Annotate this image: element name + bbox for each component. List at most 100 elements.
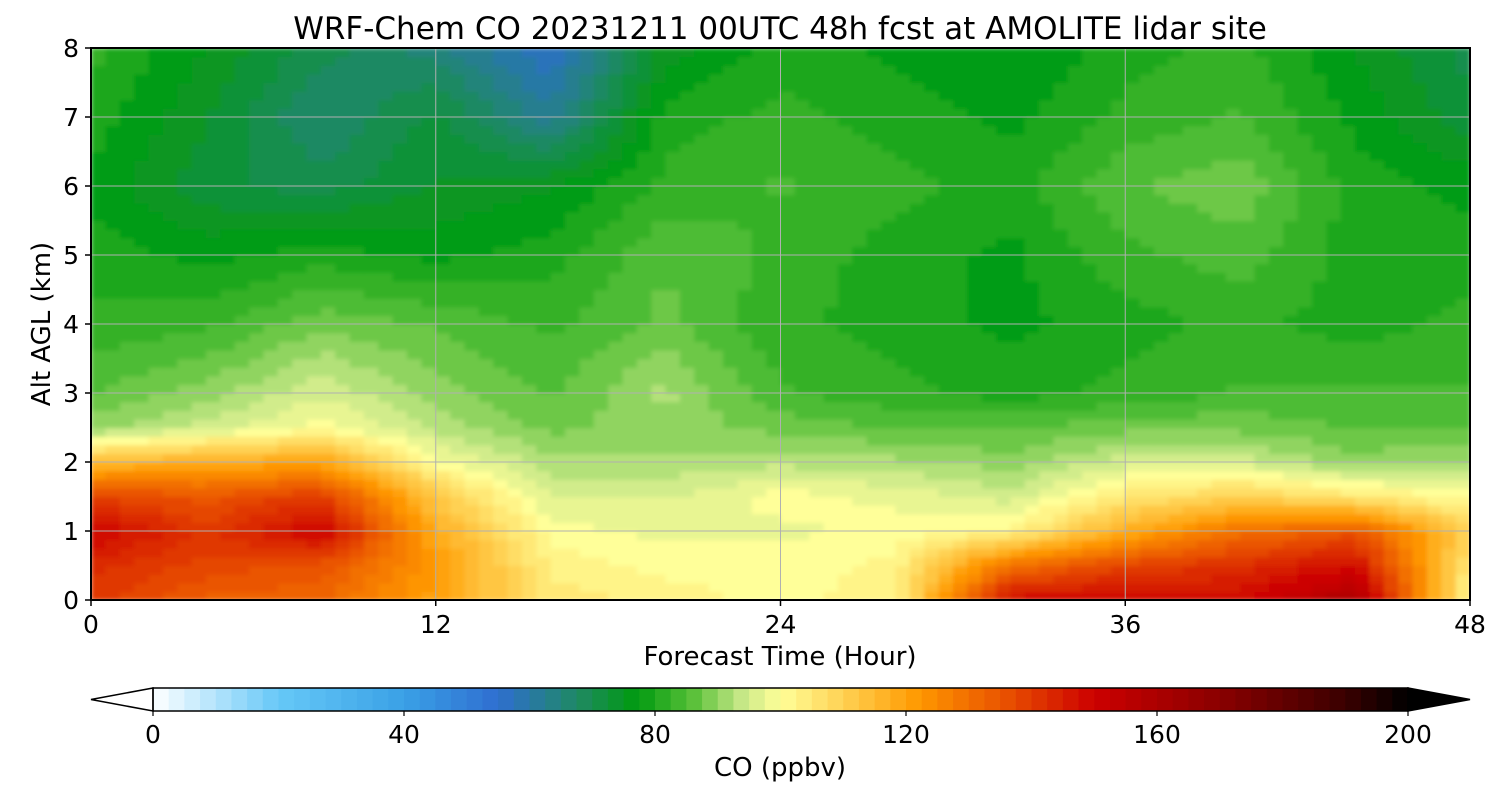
heatmap-cell (1197, 151, 1213, 161)
heatmap-cell (895, 444, 911, 454)
heatmap-cell (579, 255, 595, 265)
heatmap-cell (119, 444, 135, 454)
heatmap-cell (723, 332, 738, 342)
heatmap-cell (636, 531, 652, 541)
heatmap-cell (1197, 591, 1213, 600)
heatmap-cell (277, 168, 293, 178)
heatmap-cell (363, 186, 379, 196)
heatmap-cell (809, 591, 825, 600)
heatmap-cell (162, 513, 178, 523)
heatmap-cell (1326, 220, 1342, 230)
heatmap-cell (521, 505, 537, 515)
heatmap-cell (1441, 496, 1457, 506)
heatmap-cell (665, 151, 681, 161)
heatmap-cell (1053, 341, 1069, 351)
heatmap-cell (1024, 324, 1040, 334)
heatmap-cell (1197, 539, 1213, 549)
heatmap-cell (981, 168, 997, 178)
heatmap-cell (1182, 574, 1198, 584)
heatmap-cell (1340, 358, 1356, 368)
heatmap-cell (1153, 220, 1169, 230)
heatmap-cell (579, 324, 595, 334)
heatmap-cell (478, 565, 494, 575)
heatmap-cell (306, 272, 322, 282)
heatmap-cell (751, 384, 767, 394)
heatmap-cell (794, 427, 810, 437)
heatmap-cell (866, 298, 882, 308)
heatmap-cell (1326, 324, 1342, 334)
heatmap-cell (464, 186, 480, 196)
heatmap-cell (1254, 479, 1270, 489)
heatmap-cell (1326, 427, 1342, 437)
heatmap-cell (1254, 168, 1270, 178)
heatmap-cell (1455, 548, 1470, 558)
heatmap-cell (450, 375, 466, 385)
heatmap-cell (162, 487, 178, 498)
heatmap-cell (1326, 151, 1342, 161)
heatmap-cell (751, 453, 767, 463)
heatmap-cell (852, 280, 868, 291)
heatmap-cell (1268, 349, 1284, 360)
heatmap-cell (651, 272, 667, 282)
heatmap-cell (1096, 539, 1112, 549)
heatmap-cell (349, 177, 365, 187)
heatmap-cell (521, 470, 537, 480)
heatmap-cell (938, 237, 954, 247)
heatmap-cell (636, 255, 652, 265)
heatmap-cell (1455, 263, 1470, 273)
heatmap-cell (177, 194, 193, 204)
heatmap-cell (794, 211, 810, 222)
heatmap-cell (1139, 324, 1155, 334)
heatmap-cell (952, 341, 968, 351)
heatmap-cell (1053, 315, 1069, 325)
heatmap-cell (521, 393, 537, 403)
heatmap-cell (1110, 324, 1126, 334)
heatmap-cell (938, 539, 954, 549)
heatmap-cell (493, 229, 509, 239)
heatmap-cell (335, 168, 351, 178)
heatmap-cell (679, 556, 695, 567)
heatmap-cell (105, 505, 121, 515)
heatmap-cell (1024, 470, 1040, 480)
heatmap-cell (593, 401, 609, 411)
heatmap-cell (507, 436, 523, 446)
heatmap-cell (1240, 522, 1256, 532)
heatmap-cell (105, 548, 121, 558)
heatmap-cell (1426, 315, 1442, 325)
heatmap-cell (335, 462, 351, 472)
heatmap-cell (766, 556, 782, 567)
heatmap-cell (608, 341, 624, 351)
heatmap-cell (579, 479, 595, 489)
heatmap-cell (464, 591, 480, 600)
heatmap-cell (823, 393, 839, 403)
heatmap-cell (1211, 177, 1227, 187)
heatmap-cell (608, 289, 624, 299)
heatmap-cell (234, 574, 250, 584)
heatmap-cell (895, 211, 911, 222)
heatmap-cell (651, 418, 667, 429)
heatmap-cell (392, 453, 408, 463)
heatmap-cell (464, 358, 480, 368)
heatmap-cell (335, 401, 351, 411)
heatmap-cell (1441, 246, 1457, 256)
heatmap-cell (938, 160, 954, 170)
heatmap-cell (478, 453, 494, 463)
heatmap-cell (981, 574, 997, 584)
heatmap-cell (924, 444, 940, 454)
heatmap-cell (335, 591, 351, 600)
heatmap-cell (234, 263, 250, 273)
heatmap-cell (450, 263, 466, 273)
heatmap-cell (780, 496, 796, 506)
heatmap-cell (392, 505, 408, 515)
heatmap-cell (1326, 496, 1342, 506)
heatmap-cell (895, 298, 911, 308)
heatmap-cell (435, 574, 451, 584)
heatmap-cell (1297, 556, 1313, 567)
heatmap-cell (924, 393, 940, 403)
heatmap-cell (521, 401, 537, 411)
heatmap-cell (306, 513, 322, 523)
heatmap-cell (1010, 298, 1026, 308)
heatmap-cell (536, 358, 552, 368)
heatmap-cell (1326, 315, 1342, 325)
heatmap-cell (234, 453, 250, 463)
